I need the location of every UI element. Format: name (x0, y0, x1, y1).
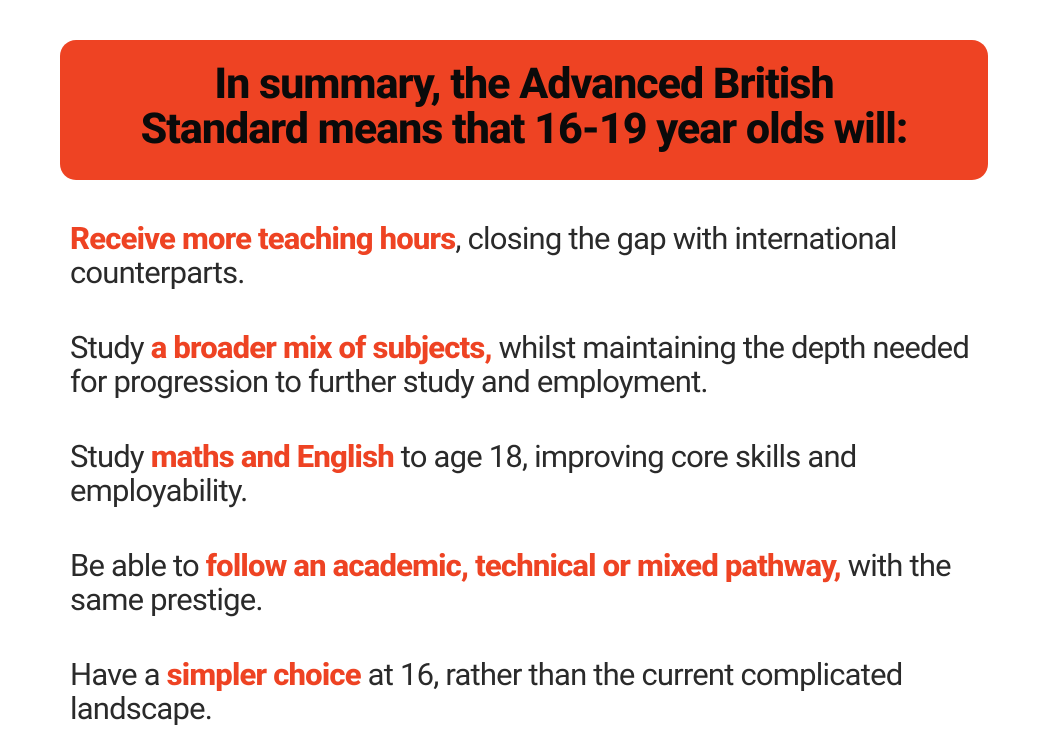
header-title: In summary, the Advanced British Standar… (100, 62, 948, 152)
bullet-highlight-text: simpler choice (167, 656, 361, 693)
bullet-item: Have a simpler choice at 16, rather than… (70, 658, 988, 725)
bullet-pre-text: Study (70, 329, 151, 366)
bullet-item: Study maths and English to age 18, impro… (70, 440, 988, 507)
bullet-pre-text: Be able to (70, 547, 206, 584)
bullet-pre-text: Have a (70, 656, 167, 693)
header-line-2: Standard means that 16-19 year olds will… (141, 104, 908, 154)
bullet-highlight-text: follow an academic, technical or mixed p… (206, 547, 841, 584)
bullet-highlight-text: a broader mix of subjects, (151, 329, 492, 366)
bullet-item: Be able to follow an academic, technical… (70, 549, 988, 616)
bullet-list: Receive more teaching hours, closing the… (60, 222, 988, 725)
bullet-item: Receive more teaching hours, closing the… (70, 222, 988, 289)
bullet-item: Study a broader mix of subjects, whilst … (70, 331, 988, 398)
bullet-highlight-text: Receive more teaching hours (70, 220, 455, 257)
bullet-pre-text: Study (70, 438, 151, 475)
bullet-highlight-text: maths and English (151, 438, 394, 475)
header-banner: In summary, the Advanced British Standar… (60, 40, 988, 180)
header-line-1: In summary, the Advanced British (214, 59, 833, 109)
